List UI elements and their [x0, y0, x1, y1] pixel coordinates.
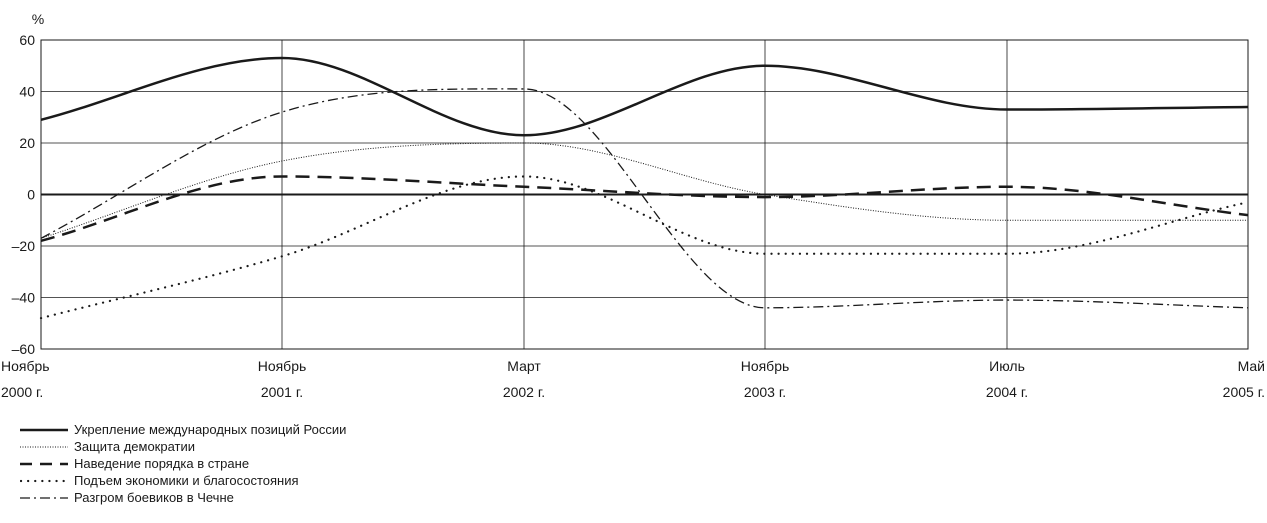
y-tick-label: 40	[19, 84, 35, 100]
x-tick-year: 2001 г.	[261, 384, 303, 400]
x-tick-month: Ноябрь	[1, 358, 50, 374]
x-tick-year: 2000 г.	[1, 384, 43, 400]
y-tick-label: –40	[12, 290, 36, 306]
legend-label: Защита демократии	[74, 439, 196, 454]
x-tick-year: 2005 г.	[1223, 384, 1265, 400]
legend-item: Подъем экономики и благосостояния	[20, 472, 346, 489]
y-axis-label: %	[32, 11, 44, 27]
grid	[40, 39, 1249, 350]
series-lines	[39, 56, 1250, 320]
series-line-1	[40, 56, 1249, 137]
legend-label: Укрепление международных позиций России	[74, 422, 347, 437]
legend-item: Защита демократии	[20, 438, 346, 455]
series-line-3	[40, 175, 1249, 243]
legend-item: Наведение порядка в стране	[20, 455, 346, 472]
chart: % 60 40 20 0 –20 –40 –60 Ноябрь 2000 г. Ноябрь 20…	[1, 11, 1265, 400]
x-tick-month: Июль	[989, 358, 1025, 374]
legend-swatch-dashed	[20, 462, 68, 465]
series-line-5	[40, 88, 1249, 309]
y-tick-labels: 60 40 20 0 –20 –40 –60	[12, 32, 36, 357]
x-tick-month: Май	[1238, 358, 1265, 374]
legend-label: Разгром боевиков в Чечне	[74, 490, 234, 505]
x-tick-year: 2002 г.	[503, 384, 545, 400]
legend-swatch-solid	[20, 428, 68, 431]
legend-swatch-dotted	[20, 479, 68, 482]
x-tick-month: Ноябрь	[258, 358, 307, 374]
legend-label: Наведение порядка в стране	[74, 456, 250, 471]
y-tick-label: 20	[19, 135, 35, 151]
legend-label: Подъем экономики и благосостояния	[74, 473, 299, 488]
series-line-4	[39, 175, 1250, 320]
y-tick-label: –60	[12, 341, 36, 357]
legend-swatch-dashdot	[20, 496, 68, 499]
y-tick-label: 0	[27, 187, 35, 203]
legend-item: Укрепление международных позиций России	[20, 421, 346, 438]
legend-swatch-fine-dotted	[20, 446, 68, 447]
y-tick-label: –20	[12, 238, 36, 254]
x-tick-month: Март	[507, 358, 541, 374]
legend-item: Разгром боевиков в Чечне	[20, 489, 346, 506]
x-tick-labels: Ноябрь 2000 г. Ноябрь 2001 г. Март 2002 г. Ноя…	[1, 358, 1265, 400]
legend: Укрепление международных позиций России …	[20, 421, 346, 506]
x-tick-year: 2004 г.	[986, 384, 1028, 400]
x-tick-month: Ноябрь	[741, 358, 790, 374]
y-tick-label: 60	[19, 32, 35, 48]
x-tick-year: 2003 г.	[744, 384, 786, 400]
